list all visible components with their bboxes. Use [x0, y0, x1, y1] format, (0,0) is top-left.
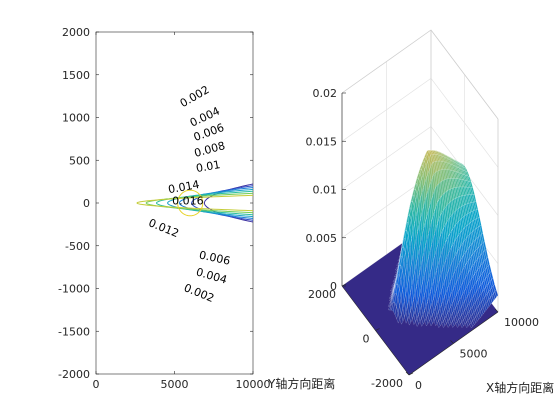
y-tick: [341, 283, 347, 287]
z-tick-label: 0.005: [306, 232, 338, 245]
y-tick: [408, 372, 414, 376]
contour-label: 0.006: [198, 248, 232, 267]
y-tick-label: -1500: [58, 325, 90, 338]
x-axis-label: X轴方向距离: [486, 380, 554, 395]
contour-line-0.006: [178, 186, 253, 220]
surface-patch: [415, 318, 419, 327]
surface-patch: [436, 320, 441, 328]
y-tick-label: 0: [83, 197, 90, 210]
y-tick-label: 500: [69, 154, 90, 167]
contour-axes: 0.0020.0040.0060.0080.010.0140.0160.0120…: [58, 26, 270, 391]
surface-patch: [407, 315, 411, 326]
y-tick-label: -2000: [371, 377, 403, 390]
contour-label: 0.014: [167, 178, 200, 196]
surface-patch: [404, 311, 408, 324]
x-tick: [494, 308, 499, 313]
contour-lines: [136, 183, 253, 223]
surface-patch: [441, 320, 446, 328]
y-tick-label: 2000: [308, 288, 336, 301]
box-edge: [430, 29, 499, 120]
box-edge: [341, 29, 432, 94]
surface-patch: [469, 322, 473, 329]
y-tick-label: 0: [363, 333, 370, 346]
x-tick-label: 0: [415, 379, 422, 392]
x-tick-label: 5000: [460, 348, 488, 361]
y-tick-label: -500: [65, 240, 90, 253]
contour-label: 0.016: [172, 194, 204, 207]
surface-patch: [460, 321, 464, 328]
surface-patch: [429, 317, 433, 327]
x-tick-label: 0: [93, 378, 100, 391]
x-tick-label: 5000: [161, 378, 189, 391]
surface-patch: [419, 318, 424, 327]
y-tick-label: 2000: [62, 26, 90, 39]
y-tick: [375, 328, 380, 331]
z-tick-label: 0.015: [306, 135, 338, 148]
y-axis-label: Y轴方向距离: [267, 376, 335, 391]
surface-mesh: [387, 149, 499, 329]
y-tick-label: -2000: [58, 368, 90, 381]
x-tick-label: 10000: [236, 378, 271, 391]
contour-line-0.008: [167, 188, 253, 218]
x-tick-label: 10000: [504, 316, 539, 329]
surface-patch: [399, 314, 404, 325]
y-tick-label: -1000: [58, 283, 90, 296]
x-tick: [405, 371, 410, 376]
surface-patch: [450, 321, 455, 328]
x-tick: [450, 340, 454, 344]
contour-line-0.014: [136, 194, 253, 212]
surface-patch: [455, 321, 460, 328]
surface-patch: [433, 318, 438, 327]
z-tick-label: 0.01: [313, 184, 338, 197]
contour-line-0.01: [155, 190, 253, 216]
surface-patch: [446, 321, 450, 328]
y-tick-label: 1500: [62, 69, 90, 82]
y-tick-label: 1000: [62, 112, 90, 125]
surface-patch: [464, 322, 469, 329]
z-tick-label: 0.02: [313, 87, 338, 100]
plot-area: [95, 31, 254, 375]
surface-patch: [424, 317, 429, 327]
contour-label: 0.01: [195, 158, 221, 175]
surface-patch: [396, 313, 400, 324]
z-tick-label: 0: [330, 280, 337, 293]
contour-line-0.016: [177, 189, 204, 217]
surface-patch: [412, 314, 416, 325]
contour-line-0.012: [145, 192, 253, 214]
